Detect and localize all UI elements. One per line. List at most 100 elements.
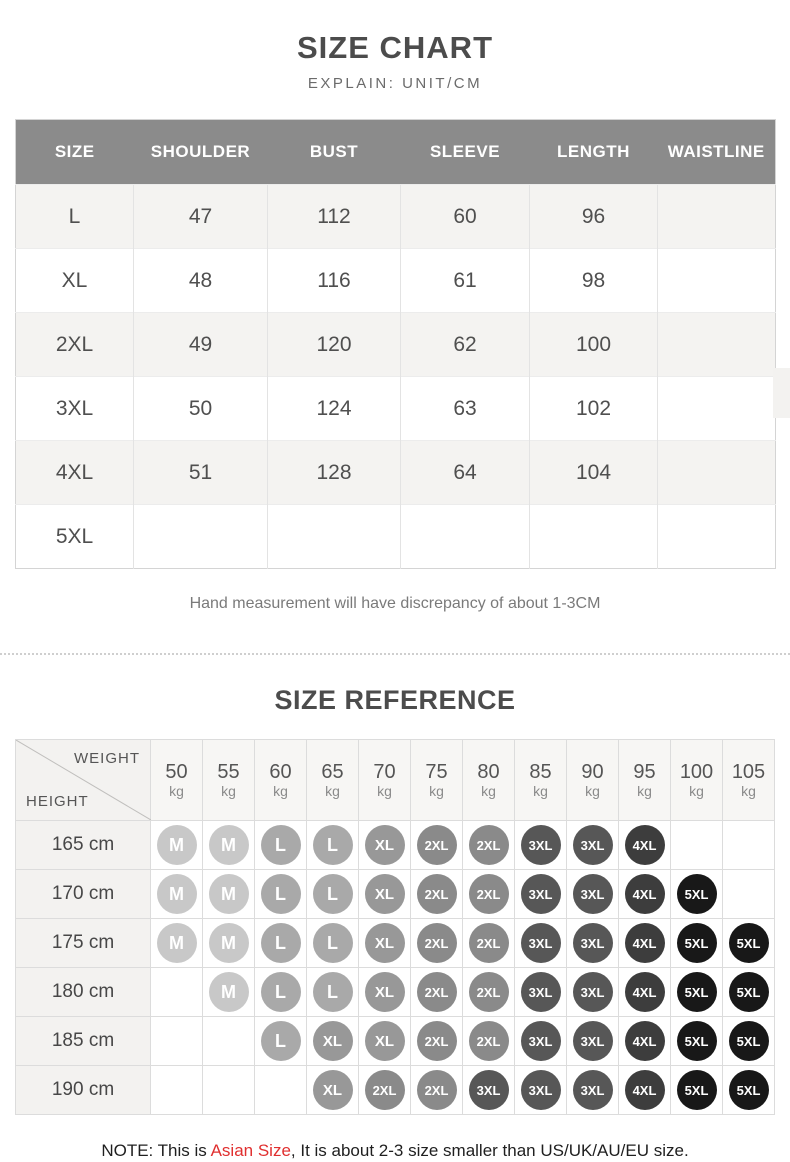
size-badge: L (312, 825, 353, 865)
shoulder-value: 48 (133, 248, 268, 313)
size-badge: M (208, 874, 249, 914)
weight-value: 90 (581, 760, 604, 783)
size-cell: M (150, 820, 203, 870)
sleeve-value: 61 (400, 248, 530, 313)
page-subtitle: EXPLAIN: UNIT/CM (307, 75, 483, 92)
size-cell: 5XL (670, 1016, 723, 1066)
size-badge: M (156, 874, 197, 914)
weight-header: 70 kg (358, 739, 411, 821)
size-cell: 4XL (618, 1016, 671, 1066)
size-cell: 3XL (514, 820, 567, 870)
size-chart-header-shoulder: SHOULDER (133, 119, 268, 185)
size-badge: 3XL (572, 923, 613, 963)
shoulder-value: 50 (133, 376, 268, 441)
sleeve-value: 64 (400, 440, 530, 505)
weight-header: 60 kg (254, 739, 307, 821)
size-cell: M (202, 967, 255, 1017)
weight-header: 75 kg (410, 739, 463, 821)
shoulder-value: 49 (133, 312, 268, 377)
size-cell: L (254, 1016, 307, 1066)
size-cell: XL (306, 1065, 359, 1115)
bust-value: 112 (267, 184, 401, 249)
size-badge: 2XL (416, 1070, 457, 1110)
size-badge: M (156, 825, 197, 865)
size-cell: M (150, 918, 203, 968)
size-cell: 4XL (618, 1065, 671, 1115)
edge-artifact (773, 368, 790, 418)
weight-header: 80 kg (462, 739, 515, 821)
size-cell: 5XL (670, 1065, 723, 1115)
size-cell: L (306, 918, 359, 968)
reference-row: 185 cm L XL XL 2XL 2XL 3XL 3XL 4XL 5XL 5… (15, 1016, 775, 1066)
reference-header-row: WEIGHT HEIGHT 50 kg 55 kg 60 kg 65 kg 70 kg 7… (15, 739, 775, 821)
size-badge: 3XL (572, 972, 613, 1012)
size-badge: 2XL (416, 874, 457, 914)
size-reference-title: SIZE REFERENCE (274, 685, 516, 715)
size-cell: 4XL (618, 869, 671, 919)
length-value: 100 (529, 312, 658, 377)
reference-row: 170 cm M M L L XL 2XL 2XL 3XL 3XL 4XL 5X… (15, 869, 775, 919)
weight-unit: kg (221, 782, 236, 799)
weight-header: 95 kg (618, 739, 671, 821)
size-cell: 5XL (670, 918, 723, 968)
size-cell: 3XL (566, 820, 619, 870)
length-value (529, 504, 658, 569)
weight-header: 100 kg (670, 739, 723, 821)
size-badge: 3XL (520, 1021, 561, 1061)
weight-value: 80 (477, 760, 500, 783)
size-badge: 3XL (520, 972, 561, 1012)
size-cell: L (306, 967, 359, 1017)
size-cell: 4XL (618, 820, 671, 870)
size-cell: 2XL (410, 1065, 463, 1115)
size-cell: XL (358, 820, 411, 870)
size-badge: 2XL (468, 923, 509, 963)
weight-unit: kg (481, 782, 496, 799)
size-cell: 2XL (410, 869, 463, 919)
size-label: 2XL (15, 312, 134, 377)
size-badge: 2XL (416, 1021, 457, 1061)
size-cell: XL (358, 869, 411, 919)
measurement-note: Hand measurement will have discrepancy o… (189, 595, 601, 612)
size-cell (670, 820, 723, 870)
length-value: 98 (529, 248, 658, 313)
size-label: 5XL (15, 504, 134, 569)
size-cell: 3XL (514, 869, 567, 919)
weight-unit: kg (637, 782, 652, 799)
size-badge: 5XL (728, 923, 769, 963)
weight-unit: kg (377, 782, 392, 799)
weight-value: 95 (633, 760, 656, 783)
sleeve-value: 62 (400, 312, 530, 377)
size-cell: 2XL (410, 918, 463, 968)
size-badge: XL (364, 1021, 405, 1061)
size-cell: 2XL (410, 820, 463, 870)
height-label: 165 cm (15, 820, 151, 870)
size-cell: L (254, 967, 307, 1017)
weight-header: 105 kg (722, 739, 775, 821)
bust-value (267, 504, 401, 569)
weight-unit: kg (585, 782, 600, 799)
size-cell: 5XL (670, 967, 723, 1017)
size-cell (150, 1016, 203, 1066)
weight-unit: kg (429, 782, 444, 799)
size-cell: 2XL (462, 918, 515, 968)
height-label: 190 cm (15, 1065, 151, 1115)
table-row: XL 48 116 61 98 (15, 248, 776, 313)
waistline-value (657, 440, 776, 505)
waistline-value (657, 376, 776, 441)
size-badge: L (260, 923, 301, 963)
size-cell: L (254, 820, 307, 870)
bust-value: 116 (267, 248, 401, 313)
size-cell (254, 1065, 307, 1115)
size-badge: L (260, 972, 301, 1012)
reference-row: 175 cm M M L L XL 2XL 2XL 3XL 3XL 4XL 5X… (15, 918, 775, 968)
size-reference-table: WEIGHT HEIGHT 50 kg 55 kg 60 kg 65 kg 70 kg 7… (15, 739, 775, 1115)
diagonal-line (16, 740, 151, 820)
corner-cell: WEIGHT HEIGHT (15, 739, 151, 821)
size-badge: 5XL (728, 1070, 769, 1110)
waistline-value (657, 184, 776, 249)
height-label: 185 cm (15, 1016, 151, 1066)
size-badge: L (312, 874, 353, 914)
size-badge: 5XL (728, 1021, 769, 1061)
size-cell: 3XL (566, 967, 619, 1017)
size-cell: 3XL (566, 1016, 619, 1066)
